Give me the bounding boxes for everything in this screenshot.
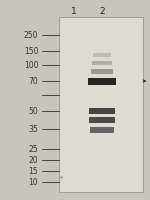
Bar [93,54,111,58]
Bar [88,78,116,85]
Text: 20: 20 [29,156,38,165]
Bar [90,128,114,133]
Text: 100: 100 [24,61,38,70]
Text: 50: 50 [28,107,38,116]
Bar [92,62,112,66]
Bar [89,108,115,115]
Text: 35: 35 [28,125,38,134]
Bar [59,18,143,192]
Text: 2: 2 [99,7,105,16]
Text: 70: 70 [28,77,38,86]
Text: 1: 1 [71,7,76,16]
Bar [89,117,115,123]
Text: 15: 15 [29,167,38,176]
Text: 150: 150 [24,47,38,56]
Text: 10: 10 [29,178,38,187]
Bar [91,69,113,74]
Text: 250: 250 [24,31,38,40]
Text: 25: 25 [29,145,38,154]
